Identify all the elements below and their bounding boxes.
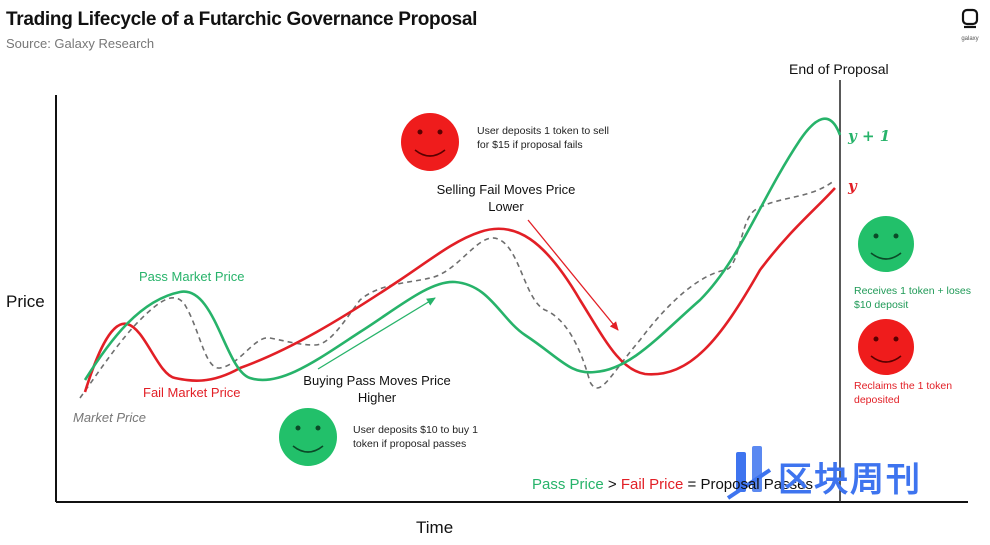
galaxy-logo-icon: [961, 8, 979, 29]
fail-market-price-curve: [83, 187, 836, 393]
watermark-logo-icon: [726, 446, 772, 500]
pass-condition-formula: Pass Price > Fail Price = Proposal Passe…: [532, 476, 813, 493]
market-price-label: Market Price: [73, 410, 146, 425]
buy-caption: Buying Pass Moves Price Higher: [303, 373, 451, 405]
pass-market-price-label: Pass Market Price: [139, 269, 245, 284]
y-plus-1-label: y + 1: [848, 127, 891, 145]
chart-title: Trading Lifecycle of a Futarchic Governa…: [6, 9, 478, 30]
buy-deposit-note: User deposits $10 to buy 1 token if prop…: [353, 424, 478, 450]
sell-deposit-note: User deposits 1 token to sell for $15 if…: [477, 125, 609, 151]
formula-gt: >: [607, 476, 617, 493]
y-label: y: [848, 177, 857, 195]
sell-caption: Selling Fail Moves Price Lower: [436, 182, 576, 214]
pass-outcome-note: Receives 1 token + loses $10 deposit: [854, 285, 972, 311]
formula-pass-price: Pass Price: [532, 476, 604, 493]
source-note: Source: Galaxy Research: [6, 36, 155, 51]
x-axis-label: Time: [416, 518, 454, 537]
formula-eq: =: [687, 476, 697, 493]
galaxy-logo: galaxy: [958, 8, 982, 42]
pass-market-price-curve: [83, 117, 842, 382]
fail-market-price-label: Fail Market Price: [143, 385, 241, 400]
happy-face-icon: [858, 216, 914, 272]
buy-arrow: [317, 297, 436, 370]
logo-text: galaxy: [961, 36, 979, 42]
formula-fail-price: Fail Price: [620, 476, 684, 493]
sad-face-icon: [401, 113, 459, 171]
happy-face-icon: [279, 408, 337, 466]
fail-outcome-note: Reclaims the 1 token deposited: [854, 380, 953, 406]
y-axis-label: Price: [6, 292, 45, 311]
market-price-curve: [79, 179, 836, 399]
formula-result: Proposal Passes: [700, 476, 813, 493]
end-of-proposal-label: End of Proposal: [789, 61, 889, 77]
sell-arrow: [527, 219, 619, 331]
sad-face-icon: [858, 319, 914, 375]
watermark-text: 区块周刊: [778, 461, 922, 499]
